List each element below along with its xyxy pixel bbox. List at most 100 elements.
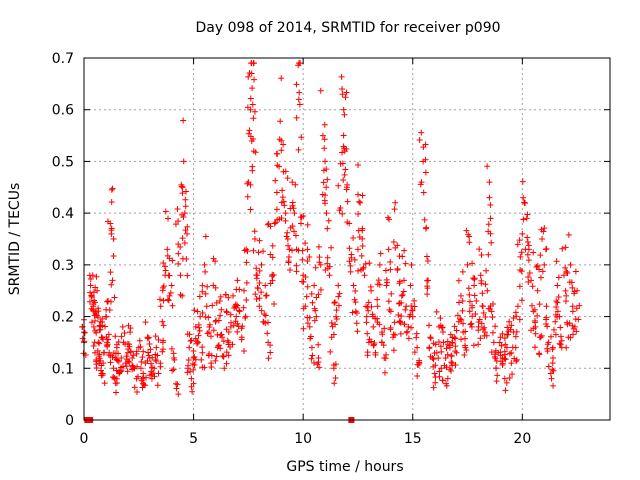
data-point <box>193 340 200 347</box>
data-point <box>322 267 329 274</box>
data-point <box>113 380 120 387</box>
data-point <box>220 353 227 360</box>
data-point <box>189 360 196 367</box>
data-point <box>534 262 541 269</box>
data-point <box>217 293 224 300</box>
data-point <box>451 323 458 330</box>
data-point <box>392 244 399 251</box>
data-point <box>399 253 406 260</box>
data-point <box>411 297 418 304</box>
data-point <box>304 221 311 228</box>
data-point <box>160 260 167 267</box>
data-point <box>234 302 241 309</box>
data-point <box>210 255 217 262</box>
data-point <box>368 303 375 310</box>
data-point <box>202 268 209 275</box>
data-point <box>194 339 201 346</box>
data-point <box>426 344 433 351</box>
data-point <box>388 290 395 297</box>
data-point <box>392 199 399 206</box>
data-point <box>341 171 348 178</box>
data-point <box>517 253 524 260</box>
data-point <box>217 312 224 319</box>
data-point <box>530 249 537 256</box>
data-point <box>287 267 294 274</box>
data-point <box>273 189 280 196</box>
data-point <box>342 94 349 101</box>
data-point <box>293 81 300 88</box>
data-point <box>230 322 237 329</box>
data-point <box>435 355 442 362</box>
data-point <box>361 272 368 279</box>
data-point <box>514 303 521 310</box>
data-point <box>236 308 243 315</box>
data-point <box>559 245 566 252</box>
data-point <box>247 106 254 113</box>
data-point <box>204 283 211 290</box>
data-point <box>536 350 543 357</box>
data-point <box>196 293 203 300</box>
data-point <box>532 323 539 330</box>
data-point <box>299 256 306 263</box>
data-point <box>118 354 125 361</box>
data-point <box>525 246 532 253</box>
data-point <box>110 365 117 372</box>
data-point <box>552 318 559 325</box>
data-point <box>468 320 475 327</box>
data-point <box>520 194 527 201</box>
data-point <box>439 377 446 384</box>
data-point <box>352 299 359 306</box>
data-point <box>300 305 307 312</box>
data-point <box>95 305 102 312</box>
data-point <box>408 302 415 309</box>
data-point <box>282 217 289 224</box>
data-point <box>170 350 177 357</box>
data-point <box>317 286 324 293</box>
data-point <box>256 267 263 274</box>
data-point <box>297 60 304 67</box>
data-point <box>87 275 94 282</box>
data-point <box>487 201 494 208</box>
data-point <box>511 355 518 362</box>
data-point <box>492 355 499 362</box>
data-point <box>169 257 176 264</box>
data-point <box>107 359 114 366</box>
data-point <box>496 339 503 346</box>
data-point <box>421 216 428 223</box>
data-point <box>385 298 392 305</box>
data-point <box>541 225 548 232</box>
data-point <box>251 228 258 235</box>
data-point <box>512 344 519 351</box>
data-point <box>199 310 206 317</box>
data-point <box>480 326 487 333</box>
data-point <box>354 328 361 335</box>
data-point <box>372 351 379 358</box>
data-point <box>234 277 241 284</box>
data-point <box>116 369 123 376</box>
data-point <box>326 263 333 270</box>
data-point <box>400 288 407 295</box>
data-point <box>181 210 188 217</box>
data-point <box>304 246 311 253</box>
data-point <box>508 322 515 329</box>
data-point <box>544 341 551 348</box>
data-point <box>554 299 561 306</box>
data-point <box>137 365 144 372</box>
data-point <box>522 200 528 207</box>
data-point <box>296 89 303 96</box>
data-point <box>191 307 198 314</box>
data-point <box>409 313 416 320</box>
data-point <box>201 261 208 268</box>
data-point <box>465 285 472 292</box>
data-point <box>478 280 485 287</box>
data-point <box>317 87 324 94</box>
data-point <box>86 298 93 305</box>
data-point <box>336 290 343 297</box>
data-point <box>107 298 114 305</box>
data-point <box>328 244 335 251</box>
data-point <box>256 279 263 286</box>
data-point <box>323 210 330 217</box>
data-point <box>126 341 133 348</box>
data-point <box>432 362 439 369</box>
data-point <box>202 233 209 240</box>
